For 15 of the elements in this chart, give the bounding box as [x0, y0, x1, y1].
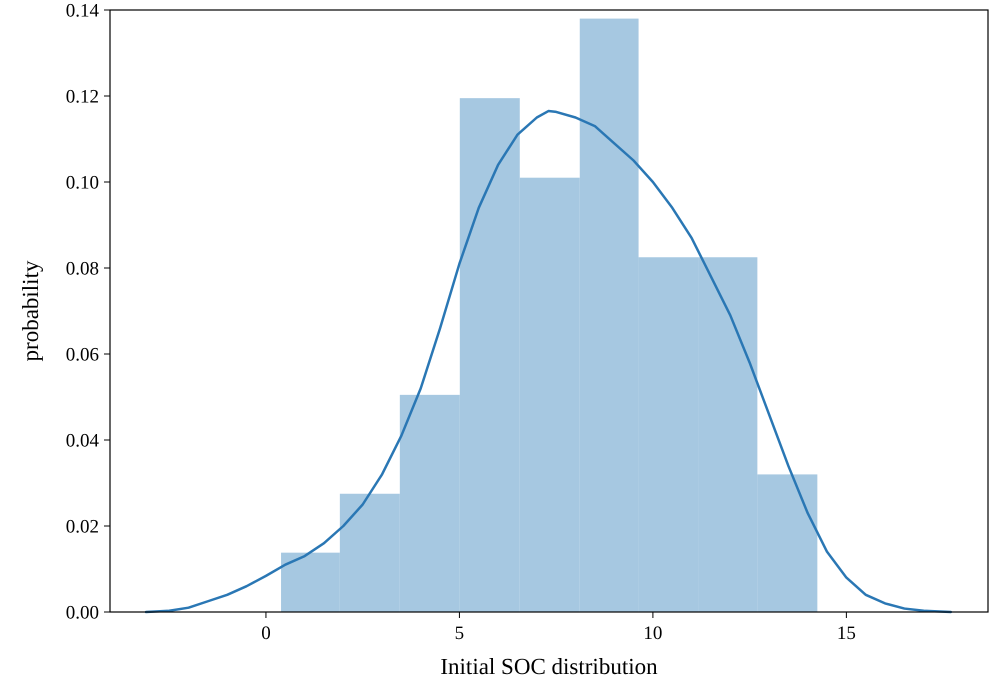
y-tick-label: 0.06 — [66, 344, 99, 366]
line-series — [144, 110, 952, 614]
y-tick-label: 0.12 — [66, 86, 99, 108]
y-axis-title: probability — [18, 260, 43, 362]
x-axis-title: Initial SOC distribution — [440, 654, 658, 679]
y-tick-label: 0.02 — [66, 516, 99, 538]
y-tick-label: 0.14 — [66, 0, 100, 22]
y-tick-label: 0.04 — [66, 430, 100, 452]
x-tick-label: 10 — [643, 623, 662, 644]
x-tick-label: 15 — [836, 623, 856, 644]
x-tick-label: 5 — [454, 623, 464, 644]
y-tick-label: 0.00 — [66, 602, 99, 624]
x-tick-label: 0 — [261, 623, 271, 644]
y-tick-label: 0.08 — [66, 258, 99, 280]
y-tick-label: 0.10 — [66, 172, 99, 194]
